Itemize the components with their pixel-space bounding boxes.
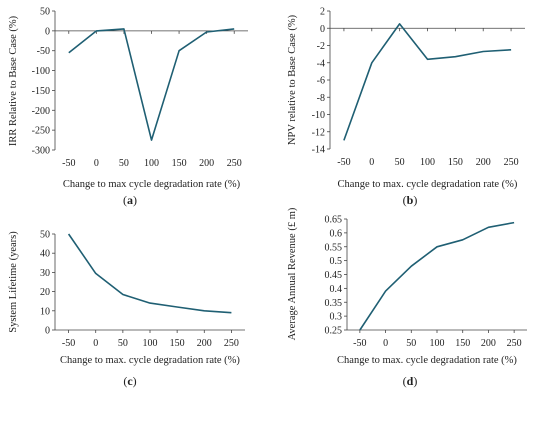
x-tick-label: 100	[144, 158, 159, 169]
y-tick-label: 50	[40, 230, 50, 241]
x-tick-label: 200	[481, 338, 496, 349]
y-tick-label: 20	[40, 287, 50, 298]
y-tick-label: 0.55	[325, 242, 343, 253]
y-tick-label: 0	[45, 26, 50, 37]
x-tick-label: 250	[504, 157, 519, 168]
y-tick-label: 50	[40, 7, 50, 18]
y-tick-label: -200	[32, 106, 50, 117]
x-tick-label: 250	[224, 338, 239, 349]
panel-d: 0.65 0.6 0.55 0.5 0.45 0.4 0.35 0.3 0.25 -50 0 50 10…	[287, 207, 527, 388]
y-axis-label: IRR Relative to Base Case (%)	[8, 15, 19, 146]
series-line-c	[69, 234, 232, 313]
y-tick-label: 2	[320, 7, 325, 18]
x-tick-label: 0	[383, 338, 388, 349]
x-tick-label: 50	[406, 338, 416, 349]
y-tick-label: -10	[312, 110, 325, 121]
y-tick-label: -14	[312, 145, 325, 156]
x-tick-label: 0	[94, 158, 99, 169]
y-tick-label: 0.65	[325, 215, 343, 226]
y-tick-label: -300	[32, 146, 50, 157]
x-axis-label: Change to max. cycle degradation rate (%…	[337, 355, 517, 366]
x-tick-label: 150	[172, 158, 187, 169]
panel-b: 2 0 -2 -4 -6 -8 -10 -12 -14 -50 0 50 100 150 200 250 Cha…	[287, 7, 525, 208]
x-tick-label: -50	[62, 338, 75, 349]
y-axis-label: NPV relative to Base Case (%)	[287, 14, 298, 145]
x-tick-label: 150	[455, 338, 470, 349]
y-tick-label: -100	[32, 66, 50, 77]
y-tick-label: 0.45	[325, 270, 343, 281]
y-axis-label: Average Annual Revenue (£ m)	[287, 207, 298, 340]
y-tick-label: 0.4	[330, 284, 343, 295]
x-tick-label: 50	[395, 157, 405, 168]
y-tick-label: 0.5	[330, 256, 343, 267]
series-line-d	[360, 223, 514, 330]
panel-label: (a)	[123, 193, 137, 207]
x-tick-label: 100	[420, 157, 435, 168]
panel-label: (d)	[403, 374, 418, 388]
x-axis-label: Change to max. cycle degradation rate (%…	[60, 355, 240, 366]
y-tick-label: -50	[37, 46, 50, 57]
x-tick-label: -50	[337, 157, 350, 168]
panel-label: (c)	[123, 374, 136, 388]
x-tick-label: 100	[430, 338, 445, 349]
x-tick-label: 50	[119, 158, 129, 169]
x-tick-label: 200	[199, 158, 214, 169]
x-tick-label: 50	[118, 338, 128, 349]
y-tick-label: 40	[40, 249, 50, 260]
x-tick-label: 0	[369, 157, 374, 168]
y-tick-label: 0	[320, 24, 325, 35]
panel-a: 50 0 -50 -100 -150 -200 -250 -300 -50 0 50 100 150 20…	[8, 7, 248, 208]
y-tick-label: -250	[32, 126, 50, 137]
x-tick-label: 200	[197, 338, 212, 349]
y-tick-label: 0.25	[325, 326, 343, 337]
y-tick-label: -8	[317, 93, 325, 104]
x-axis-label: Change to max cycle degradation rate (%)	[63, 179, 241, 190]
series-line-b	[344, 24, 511, 140]
x-tick-label: 100	[143, 338, 158, 349]
y-tick-label: -6	[317, 76, 325, 87]
y-tick-label: 0.3	[330, 312, 343, 323]
x-tick-label: 200	[476, 157, 491, 168]
y-axis-label: System Lifetime (years)	[8, 231, 19, 333]
x-tick-label: 150	[448, 157, 463, 168]
y-tick-label: -2	[317, 41, 325, 52]
x-tick-label: -50	[353, 338, 366, 349]
x-tick-label: 250	[227, 158, 242, 169]
x-tick-label: -50	[62, 158, 75, 169]
y-tick-label: -4	[317, 58, 325, 69]
y-tick-label: -12	[312, 127, 325, 138]
y-tick-label: 30	[40, 268, 50, 279]
y-tick-label: 0	[45, 326, 50, 337]
y-tick-label: 0.6	[330, 228, 343, 239]
series-line-a	[69, 29, 234, 140]
y-tick-label: 0.35	[325, 298, 343, 309]
panel-label: (b)	[403, 193, 418, 207]
y-tick-label: 10	[40, 306, 50, 317]
x-axis-label: Change to max. cycle degradation rate (%…	[338, 179, 518, 190]
x-tick-label: 0	[93, 338, 98, 349]
x-tick-label: 250	[507, 338, 522, 349]
x-tick-label: 150	[170, 338, 185, 349]
y-tick-label: -150	[32, 86, 50, 97]
